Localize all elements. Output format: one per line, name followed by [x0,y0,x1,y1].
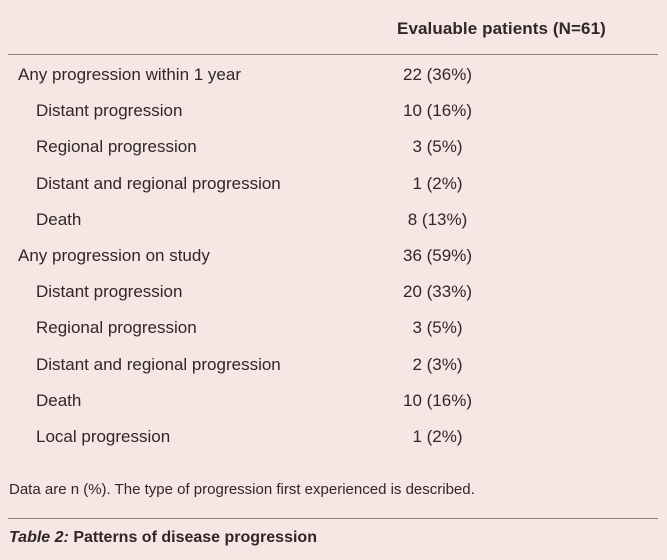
row-value: 3 (5%) [412,137,463,157]
table-row: Death 10 (16%) [0,383,667,419]
row-value: 36 (59%) [403,245,472,265]
table-row: Distant and regional progression 2 (3%) [0,347,667,383]
table-row: Any progression within 1 year 22 (36%) [0,57,667,93]
row-label: Death [36,209,82,229]
table-header-row: Evaluable patients (N=61) [0,0,667,60]
row-label: Any progression within 1 year [18,65,242,84]
table-row: Regional progression 3 (5%) [0,310,667,346]
table-row: Distant and regional progression 1 (2%) [0,166,667,202]
table-row: Death 8 (13%) [0,202,667,238]
row-value: 2 (3%) [412,354,463,374]
row-value: 22 (36%) [403,65,472,84]
row-label: Distant progression [36,101,183,121]
row-label: Local progression [36,426,171,446]
table-body: Any progression within 1 year 22 (36%) D… [0,57,667,455]
row-label: Distant and regional progression [36,354,281,374]
row-label: Any progression on study [18,245,210,265]
table-caption: Table 2: Patterns of disease progression [9,529,317,547]
header-rule [8,54,658,55]
table-row: Regional progression 3 (5%) [0,129,667,165]
row-label: Distant progression [36,282,183,302]
table-footnote: Data are n (%). The type of progression … [9,481,475,498]
row-label: Regional progression [36,137,197,157]
column-header-evaluable-patients: Evaluable patients (N=61) [397,19,606,38]
row-value: 10 (16%) [403,101,472,121]
table-row: Any progression on study 36 (59%) [0,238,667,274]
table-row: Local progression 1 (2%) [0,419,667,455]
table-number: Table 2: [9,529,69,546]
row-label: Death [36,390,82,410]
row-label: Regional progression [36,318,197,338]
row-value: 8 (13%) [407,209,468,229]
table-row: Distant progression 10 (16%) [0,93,667,129]
table-row: Distant progression 20 (33%) [0,274,667,310]
caption-rule [8,518,658,519]
row-value: 3 (5%) [412,318,463,338]
row-label: Distant and regional progression [36,173,281,193]
table-title: Patterns of disease progression [73,529,317,546]
row-value: 1 (2%) [412,426,463,446]
row-value: 10 (16%) [403,390,472,410]
row-value: 20 (33%) [403,282,472,302]
row-value: 1 (2%) [412,173,463,193]
